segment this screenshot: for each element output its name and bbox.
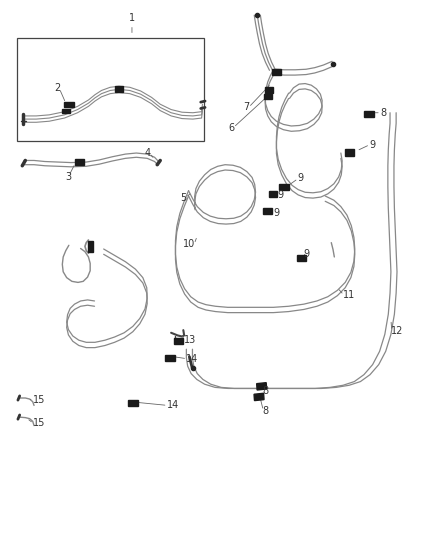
Bar xyxy=(263,208,272,214)
Bar xyxy=(257,383,267,390)
Bar xyxy=(297,255,307,261)
Text: 14: 14 xyxy=(167,400,179,410)
Text: 9: 9 xyxy=(297,173,304,183)
Bar xyxy=(166,354,175,361)
Bar xyxy=(174,337,184,344)
Text: 4: 4 xyxy=(145,148,151,158)
Text: 9: 9 xyxy=(369,140,375,150)
Bar xyxy=(364,111,374,117)
Bar xyxy=(345,149,354,156)
Text: 10: 10 xyxy=(183,239,195,249)
Bar xyxy=(279,184,289,190)
Text: 15: 15 xyxy=(33,395,45,405)
Text: 5: 5 xyxy=(180,192,186,203)
Text: 9: 9 xyxy=(273,208,279,219)
Bar xyxy=(88,241,93,252)
Bar xyxy=(265,87,272,93)
Text: 9: 9 xyxy=(304,249,310,260)
Bar xyxy=(264,94,272,100)
Text: 7: 7 xyxy=(243,102,250,112)
Text: 15: 15 xyxy=(33,418,45,429)
Bar xyxy=(75,159,84,165)
Text: 8: 8 xyxy=(262,386,268,396)
Text: 3: 3 xyxy=(66,172,72,182)
Bar xyxy=(115,86,123,92)
Text: 1: 1 xyxy=(129,13,135,22)
Text: 8: 8 xyxy=(380,108,386,118)
Text: 13: 13 xyxy=(184,335,196,345)
Text: 11: 11 xyxy=(343,290,355,300)
Text: 9: 9 xyxy=(278,190,284,200)
Bar xyxy=(62,109,70,114)
Text: 6: 6 xyxy=(228,123,234,133)
Text: 14: 14 xyxy=(186,354,198,364)
Bar xyxy=(254,393,264,401)
Text: 12: 12 xyxy=(391,326,403,336)
Bar xyxy=(64,102,74,108)
Bar xyxy=(268,191,277,197)
Bar xyxy=(272,69,281,75)
Bar xyxy=(128,400,138,407)
Bar xyxy=(17,38,204,141)
Text: 2: 2 xyxy=(54,83,60,93)
Text: 8: 8 xyxy=(262,406,268,416)
